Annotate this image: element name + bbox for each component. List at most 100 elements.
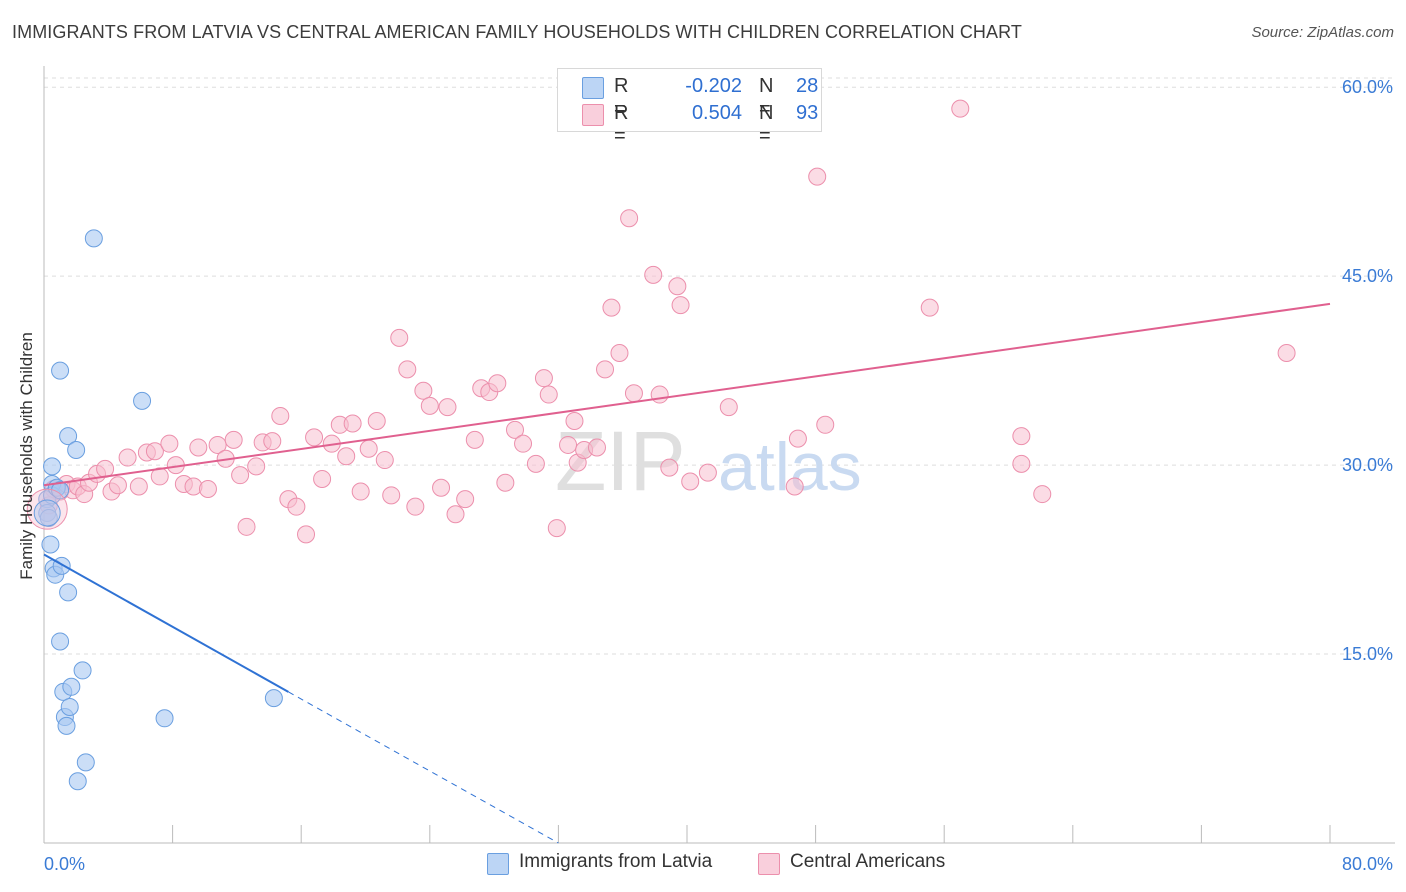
r-value: 0.504 — [691, 102, 742, 124]
central-point — [1277, 343, 1296, 362]
central-point — [237, 517, 256, 536]
r-value: -0.202 — [685, 75, 742, 97]
series-legend: Immigrants from Latvia Central Americans — [0, 851, 1406, 877]
latvia-point — [59, 583, 78, 602]
central-point — [1033, 485, 1052, 504]
central-point — [367, 412, 386, 431]
central-point — [496, 473, 515, 492]
y-tick-label: 45.0% — [1342, 266, 1393, 286]
correlation-legend: R = -0.202 N = 28 R = 0.504 N = 93 — [557, 68, 822, 147]
central-point — [198, 480, 217, 499]
latvia-point — [68, 772, 87, 791]
central-point — [539, 385, 558, 404]
central-point — [343, 414, 362, 433]
latvia-point — [43, 457, 62, 476]
central-point — [660, 458, 679, 477]
central-point — [534, 369, 553, 388]
latvia-cluster-point — [33, 499, 61, 527]
source-attribution: Source: ZipAtlas.com — [1251, 24, 1394, 41]
central-point — [920, 298, 939, 317]
central-point — [359, 439, 378, 458]
central-point — [189, 438, 208, 457]
n-value: 28 — [796, 75, 819, 97]
latvia-point — [133, 391, 152, 410]
central-point — [719, 398, 738, 417]
central-point — [231, 466, 250, 485]
latvia-point — [76, 753, 95, 772]
central-point — [951, 99, 970, 118]
central-point — [596, 360, 615, 379]
latvia-trendline-extension — [288, 691, 559, 844]
central-point — [698, 463, 717, 482]
central-point — [398, 360, 417, 379]
central-point — [526, 454, 545, 473]
central-point — [816, 415, 835, 434]
latvia-point — [60, 697, 79, 716]
latvia-swatch — [487, 853, 509, 875]
central-point — [382, 486, 401, 505]
central-point — [446, 505, 465, 524]
y-tick-label: 60.0% — [1342, 77, 1393, 97]
n-value: 93 — [796, 102, 819, 124]
central-point — [456, 490, 475, 509]
central-point — [129, 477, 148, 496]
r-label: R = — [614, 102, 629, 147]
latvia-point — [51, 632, 70, 651]
central-swatch — [582, 104, 604, 126]
central-point — [263, 432, 282, 451]
central-point — [610, 343, 629, 362]
central-point — [624, 384, 643, 403]
central-point — [438, 398, 457, 417]
central-point — [287, 497, 306, 516]
latvia-point — [155, 709, 174, 728]
latvia-point — [73, 661, 92, 680]
central-point — [1012, 454, 1031, 473]
latvia-point — [39, 509, 58, 528]
central-point — [547, 519, 566, 538]
central-point — [668, 277, 687, 296]
central-point — [465, 430, 484, 449]
central-point — [785, 477, 804, 496]
central-point — [514, 434, 533, 453]
central-point — [271, 406, 290, 425]
central-point — [644, 265, 663, 284]
chart-title: IMMIGRANTS FROM LATVIA VS CENTRAL AMERIC… — [12, 22, 1023, 42]
latvia-point — [57, 716, 76, 735]
central-point — [305, 428, 324, 447]
central-point — [808, 167, 827, 186]
central-point — [351, 482, 370, 501]
central-point — [160, 434, 179, 453]
latvia-point — [264, 689, 283, 708]
central-point — [224, 430, 243, 449]
central-point — [602, 298, 621, 317]
legend-label: Immigrants from Latvia — [519, 851, 713, 872]
central-point — [587, 438, 606, 457]
central-point — [488, 374, 507, 393]
central-point — [559, 435, 578, 454]
n-label: N = — [759, 75, 774, 120]
latvia-point — [51, 361, 70, 380]
x-tick-label: 80.0% — [1342, 854, 1393, 874]
central-point — [681, 472, 700, 491]
latvia-point — [84, 229, 103, 248]
central-point — [145, 442, 164, 461]
y-tick-label: 15.0% — [1342, 644, 1393, 664]
central-point — [313, 469, 332, 488]
y-axis-label: Family Households with Children — [17, 332, 36, 580]
latvia-swatch — [582, 77, 604, 99]
central-point — [375, 451, 394, 470]
central-point — [620, 209, 639, 228]
central-point — [337, 447, 356, 466]
y-tick-label: 30.0% — [1342, 455, 1393, 475]
central-point — [788, 429, 807, 448]
central-swatch — [758, 853, 780, 875]
latvia-point — [67, 440, 86, 459]
central-point — [565, 412, 584, 431]
central-point — [671, 296, 690, 315]
r-label: R = — [614, 75, 629, 120]
central-point — [406, 497, 425, 516]
central-point — [247, 457, 266, 476]
central-point — [297, 525, 316, 544]
latvia-point — [41, 535, 60, 554]
